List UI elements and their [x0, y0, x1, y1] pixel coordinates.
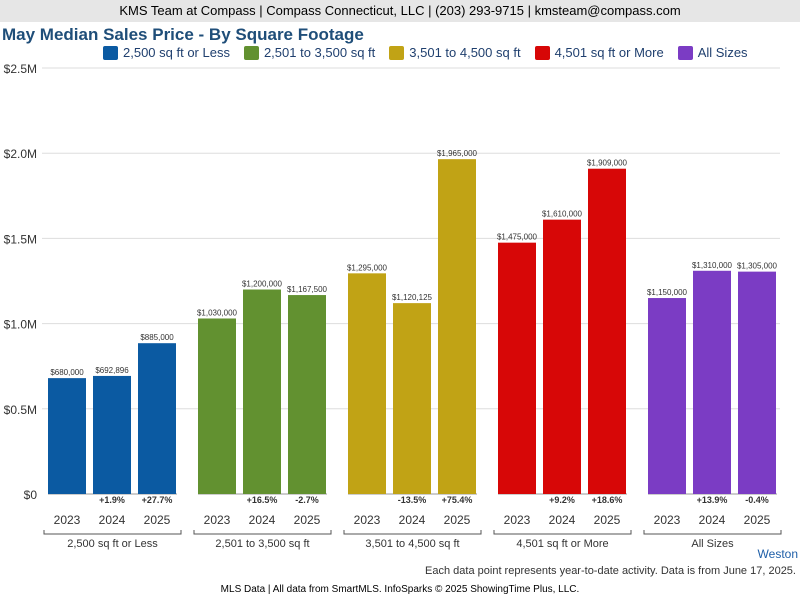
- legend-item-all-sizes[interactable]: All Sizes: [677, 45, 748, 60]
- x-tick-label: 2025: [294, 513, 321, 527]
- x-tick-label: 2024: [549, 513, 576, 527]
- y-tick-label: $1.0M: [4, 318, 37, 332]
- bar: [693, 270, 731, 494]
- bar: [588, 168, 626, 494]
- group-label: 2,500 sq ft or Less: [67, 538, 158, 550]
- bar: [288, 295, 326, 494]
- x-tick-label: 2023: [654, 513, 681, 527]
- bar: [648, 298, 686, 494]
- y-tick-label: $0.5M: [4, 403, 37, 417]
- legend-item-large[interactable]: 3,501 to 4,500 sq ft: [389, 45, 521, 60]
- y-tick-label: $2.5M: [4, 62, 37, 76]
- change-label: +13.9%: [697, 495, 728, 505]
- legend-item-medium[interactable]: 2,501 to 3,500 sq ft: [243, 45, 376, 60]
- legend-label: 4,501 sq ft or More: [554, 45, 664, 60]
- location-label[interactable]: Weston: [757, 547, 798, 561]
- group-label: 4,501 sq ft or More: [516, 538, 608, 550]
- bar: [138, 343, 176, 494]
- x-tick-label: 2024: [399, 513, 426, 527]
- change-label: +1.9%: [99, 495, 125, 505]
- bar-value-label: $1,909,000: [587, 159, 628, 168]
- x-tick-label: 2023: [54, 513, 81, 527]
- x-tick-label: 2025: [144, 513, 171, 527]
- source-line: MLS Data | All data from SmartMLS. InfoS…: [220, 584, 580, 595]
- bar: [198, 318, 236, 494]
- legend-swatch: [534, 45, 550, 60]
- bar: [348, 273, 386, 494]
- bar-value-label: $1,120,125: [392, 293, 433, 302]
- y-tick-label: $1.5M: [4, 232, 37, 246]
- x-tick-label: 2023: [354, 513, 381, 527]
- chart-title: May Median Sales Price - By Square Foota…: [2, 25, 364, 44]
- group-label: 2,501 to 3,500 sq ft: [215, 538, 309, 550]
- bar: [498, 242, 536, 494]
- change-label: +18.6%: [592, 495, 623, 505]
- bar-value-label: $1,150,000: [647, 288, 688, 297]
- group-bracket: [343, 530, 482, 535]
- x-tick-label: 2024: [249, 513, 276, 527]
- bar-value-label: $1,610,000: [542, 210, 583, 219]
- x-tick-label: 2025: [594, 513, 621, 527]
- group-bracket: [43, 530, 182, 535]
- group-bracket: [493, 530, 632, 535]
- bar-value-label: $1,167,500: [287, 285, 328, 294]
- legend-swatch: [389, 45, 405, 60]
- x-tick-label: 2024: [99, 513, 126, 527]
- bar-value-label: $1,965,000: [437, 149, 478, 158]
- group-bracket: [193, 530, 332, 535]
- change-label: -2.7%: [295, 495, 319, 505]
- bar: [393, 303, 431, 494]
- bar-value-label: $1,310,000: [692, 261, 733, 270]
- bar: [543, 219, 581, 494]
- legend-label: 3,501 to 4,500 sq ft: [409, 45, 521, 60]
- bar-value-label: $1,475,000: [497, 233, 538, 242]
- bar: [48, 378, 86, 494]
- bar-value-label: $680,000: [50, 368, 84, 377]
- change-label: +9.2%: [549, 495, 575, 505]
- legend-item-xlarge[interactable]: 4,501 sq ft or More: [534, 45, 664, 60]
- group-bracket: [643, 530, 782, 535]
- legend-label: 2,500 sq ft or Less: [123, 45, 230, 60]
- bar: [438, 159, 476, 494]
- bar-value-label: $1,305,000: [737, 262, 778, 271]
- legend-swatch: [103, 45, 118, 60]
- y-tick-label: $2.0M: [4, 147, 37, 161]
- bar-value-label: $1,030,000: [197, 308, 238, 317]
- bar: [738, 271, 776, 494]
- bar-value-label: $692,896: [95, 366, 129, 375]
- legend-label: 2,501 to 3,500 sq ft: [263, 45, 376, 60]
- change-label: +27.7%: [142, 495, 173, 505]
- header-bar: KMS Team at Compass | Compass Connecticu…: [0, 0, 800, 22]
- bar-value-label: $885,000: [140, 333, 174, 342]
- bar: [243, 289, 281, 494]
- change-label: +75.4%: [442, 495, 473, 505]
- bar-value-label: $1,200,000: [242, 280, 283, 289]
- bar-value-label: $1,295,000: [347, 263, 388, 272]
- bar: [93, 375, 131, 494]
- footnote: Each data point represents year-to-date …: [425, 565, 796, 577]
- legend-swatch: [677, 45, 693, 60]
- legend: 2,500 sq ft or Less 2,501 to 3,500 sq ft…: [103, 45, 748, 60]
- change-label: -0.4%: [745, 495, 769, 505]
- legend-item-small[interactable]: 2,500 sq ft or Less: [103, 45, 230, 60]
- x-tick-label: 2023: [504, 513, 531, 527]
- y-tick-label: $0: [24, 488, 38, 502]
- group-label: All Sizes: [691, 538, 734, 550]
- x-tick-label: 2023: [204, 513, 231, 527]
- x-tick-label: 2025: [744, 513, 771, 527]
- legend-swatch: [243, 45, 259, 60]
- change-label: +16.5%: [247, 495, 278, 505]
- x-tick-label: 2024: [699, 513, 726, 527]
- change-label: -13.5%: [398, 495, 427, 505]
- x-tick-label: 2025: [444, 513, 471, 527]
- legend-label: All Sizes: [697, 45, 748, 60]
- group-label: 3,501 to 4,500 sq ft: [365, 538, 459, 550]
- header-text: KMS Team at Compass | Compass Connecticu…: [119, 3, 681, 18]
